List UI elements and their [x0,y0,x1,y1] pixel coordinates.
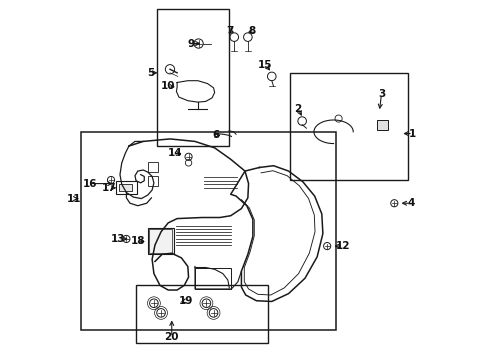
Bar [290,73,408,180]
Text: 7: 7 [226,26,234,36]
Text: 1: 1 [409,129,416,139]
Text: 8: 8 [248,26,256,36]
Text: 14: 14 [168,148,183,158]
Text: 10: 10 [161,81,175,91]
Bar [81,132,336,330]
Text: 6: 6 [213,130,220,140]
Text: 18: 18 [130,237,145,247]
Bar [148,176,158,186]
Bar [377,120,388,130]
Text: 5: 5 [147,68,154,78]
Bar [119,184,132,192]
Text: 3: 3 [378,89,385,99]
Bar [148,228,173,254]
Text: 9: 9 [187,39,194,49]
Text: 13: 13 [111,234,125,244]
Text: 17: 17 [102,183,117,193]
Bar [157,9,229,146]
Bar [116,181,137,194]
Text: 19: 19 [179,296,193,306]
Bar [136,285,268,342]
Text: 4: 4 [407,198,415,208]
Bar [195,267,231,289]
Text: 16: 16 [82,179,97,189]
Text: 15: 15 [258,60,272,70]
Text: 20: 20 [165,332,179,342]
Text: 12: 12 [336,241,350,251]
Bar [149,229,172,253]
Text: 11: 11 [67,194,81,203]
Text: 2: 2 [294,104,301,113]
Bar [148,162,158,172]
